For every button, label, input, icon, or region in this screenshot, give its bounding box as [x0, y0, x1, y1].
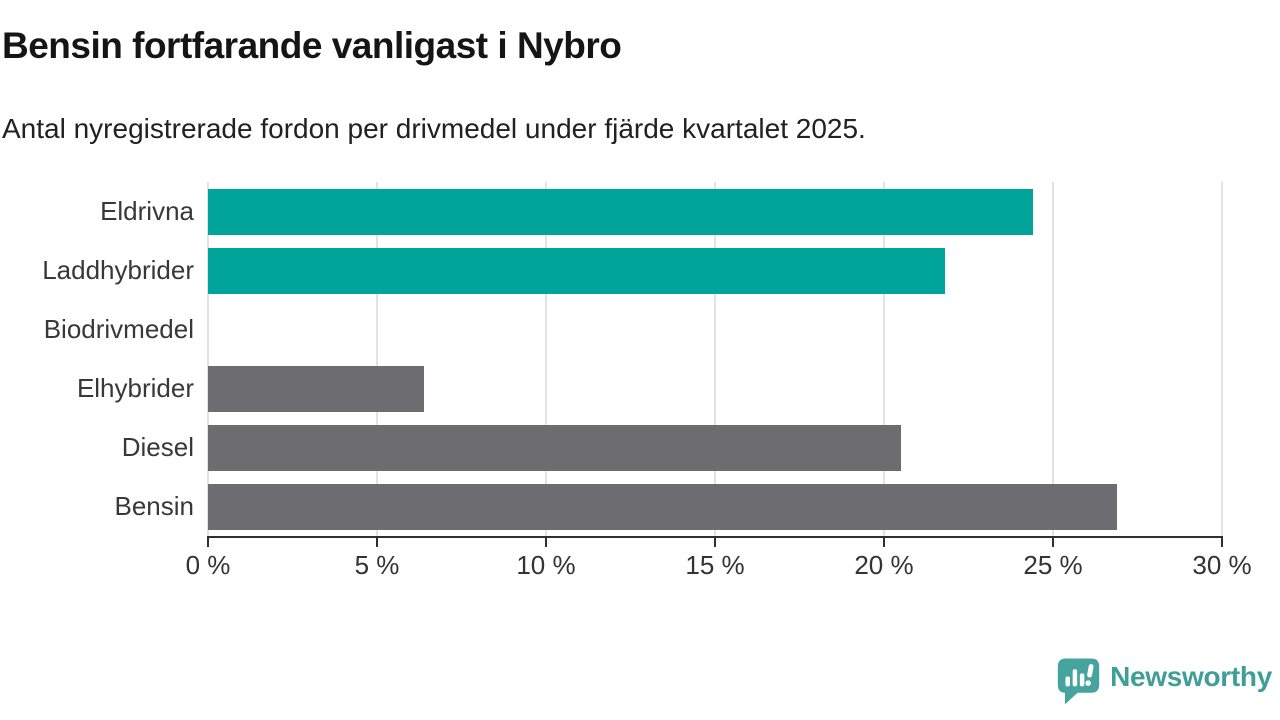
newsworthy-logo-text: Newsworthy — [1110, 661, 1272, 692]
bar-bensin — [208, 483, 1118, 530]
x-tick-label-25: 25 % — [1023, 550, 1083, 580]
bar-laddhybrider — [208, 247, 945, 294]
x-tick-30 — [1221, 538, 1223, 547]
bar-row-laddhybrider — [208, 241, 1222, 300]
bar-row-bensin — [208, 477, 1222, 536]
y-label-eldrivna: Eldrivna — [100, 196, 194, 226]
bar-row-diesel — [208, 418, 1222, 477]
x-tick-label-20: 20 % — [854, 550, 914, 580]
bar-elhybrider — [208, 365, 425, 412]
x-axis: 0 % 5 % 10 % 15 % 20 % 25 % 30 % — [186, 538, 1252, 588]
x-tick-0 — [207, 538, 209, 547]
gridline-20 — [882, 182, 885, 536]
y-label-elhybrider: Elhybrider — [76, 373, 194, 403]
bar-diesel — [208, 424, 901, 471]
x-tick-5 — [375, 538, 378, 547]
x-tick-label-15: 15 % — [685, 550, 745, 580]
x-tick-10 — [544, 538, 547, 547]
x-tick-label-5: 5 % — [354, 550, 400, 580]
y-label-laddhybrider: Laddhybrider — [42, 255, 194, 285]
x-tick-label-10: 10 % — [516, 550, 576, 580]
x-axis-line — [207, 536, 1223, 538]
newsworthy-logo-icon — [1057, 658, 1100, 705]
x-tick-label-0: 0 % — [185, 550, 231, 580]
gridline-0 — [207, 182, 209, 536]
gridline-15 — [714, 182, 716, 536]
gridline-10 — [544, 182, 547, 536]
x-tick-25 — [1052, 538, 1054, 547]
gridline-5 — [375, 182, 378, 536]
chart-title: Bensin fortfarande vanligast i Nybro — [2, 25, 622, 66]
x-tick-label-30: 30 % — [1192, 550, 1252, 580]
bar-row-elhybrider — [208, 359, 1222, 418]
y-label-biodrivmedel: Biodrivmedel — [43, 314, 194, 344]
y-axis-labels: Eldrivna Laddhybrider Biodrivmedel Elhybrid… — [0, 182, 194, 536]
x-tick-20 — [882, 538, 885, 547]
bars-container — [208, 182, 1222, 536]
x-tick-15 — [714, 538, 716, 547]
y-label-diesel: Diesel — [121, 432, 194, 462]
bar-row-biodrivmedel — [208, 300, 1222, 359]
chart-subtitle: Antal nyregistrerade fordon per drivmede… — [2, 113, 866, 144]
gridline-25 — [1052, 182, 1054, 536]
newsworthy-logo: Newsworthy — [1056, 656, 1272, 706]
gridline-30 — [1221, 182, 1223, 536]
plot-area — [207, 182, 1223, 538]
y-label-bensin: Bensin — [114, 491, 195, 521]
bar-row-eldrivna — [208, 182, 1222, 241]
bar-eldrivna — [208, 188, 1033, 235]
